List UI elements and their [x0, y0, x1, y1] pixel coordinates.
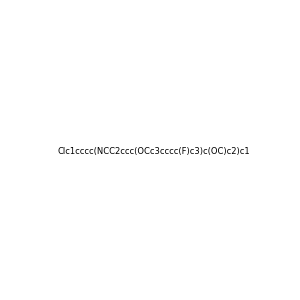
Text: Clc1cccc(NCC2ccc(OCc3cccc(F)c3)c(OC)c2)c1: Clc1cccc(NCC2ccc(OCc3cccc(F)c3)c(OC)c2)c… — [57, 147, 250, 156]
